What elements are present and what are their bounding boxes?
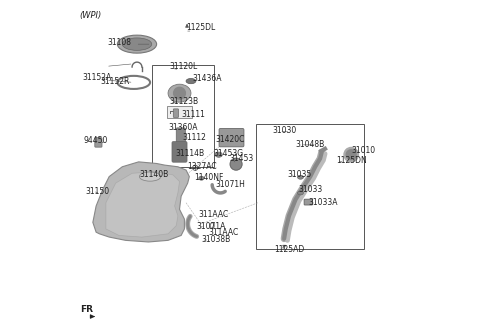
Text: 31108: 31108	[108, 38, 132, 47]
FancyBboxPatch shape	[176, 128, 185, 142]
Text: 31150: 31150	[85, 187, 110, 196]
Ellipse shape	[298, 175, 303, 179]
Text: 1125AD: 1125AD	[275, 245, 305, 254]
Ellipse shape	[118, 35, 156, 53]
Text: 31120L: 31120L	[169, 62, 197, 71]
Text: 311AAC: 311AAC	[208, 228, 239, 237]
Ellipse shape	[168, 84, 191, 102]
Circle shape	[174, 87, 185, 99]
Text: 31035: 31035	[287, 170, 312, 180]
Text: 31453: 31453	[229, 154, 254, 163]
Text: FR: FR	[80, 305, 93, 314]
FancyBboxPatch shape	[168, 106, 192, 118]
Text: 31140B: 31140B	[139, 170, 168, 179]
FancyBboxPatch shape	[173, 109, 179, 117]
Text: 1140NF: 1140NF	[194, 173, 224, 182]
Text: 31112: 31112	[182, 133, 206, 142]
Text: 31420C: 31420C	[216, 135, 245, 145]
Text: 31453G: 31453G	[213, 149, 243, 158]
Text: 31071A: 31071A	[196, 222, 226, 231]
Ellipse shape	[298, 191, 303, 195]
Text: 31436A: 31436A	[192, 74, 221, 83]
Text: 31030: 31030	[273, 126, 297, 135]
Text: 31114B: 31114B	[175, 149, 204, 158]
Text: 31010: 31010	[351, 146, 375, 155]
Text: 31152A: 31152A	[83, 73, 112, 82]
Text: (WPI): (WPI)	[80, 11, 102, 21]
Text: 31038B: 31038B	[202, 235, 231, 244]
Text: 31123B: 31123B	[169, 97, 198, 106]
Circle shape	[346, 150, 356, 160]
Circle shape	[344, 147, 359, 162]
Text: 31360A: 31360A	[168, 123, 198, 132]
Text: 31048B: 31048B	[295, 140, 324, 149]
FancyBboxPatch shape	[95, 138, 102, 147]
Ellipse shape	[122, 38, 152, 50]
Ellipse shape	[215, 152, 222, 157]
Text: 311AAC: 311AAC	[198, 210, 228, 219]
FancyBboxPatch shape	[172, 142, 187, 162]
Text: 31111: 31111	[182, 110, 205, 119]
FancyBboxPatch shape	[304, 199, 312, 205]
Ellipse shape	[199, 176, 204, 180]
Text: 1125DL: 1125DL	[186, 23, 216, 32]
Ellipse shape	[140, 172, 161, 181]
Text: 1327AC: 1327AC	[188, 162, 217, 171]
Polygon shape	[93, 162, 189, 242]
Text: 31033: 31033	[298, 185, 323, 194]
Text: 1125DN: 1125DN	[336, 156, 367, 165]
Text: 31033A: 31033A	[308, 198, 337, 207]
FancyBboxPatch shape	[219, 129, 244, 147]
Ellipse shape	[186, 78, 196, 84]
Text: 94450: 94450	[84, 136, 108, 145]
Polygon shape	[106, 172, 180, 237]
Text: 31071H: 31071H	[215, 180, 245, 189]
Circle shape	[230, 158, 242, 170]
Text: 31152R: 31152R	[100, 77, 130, 86]
